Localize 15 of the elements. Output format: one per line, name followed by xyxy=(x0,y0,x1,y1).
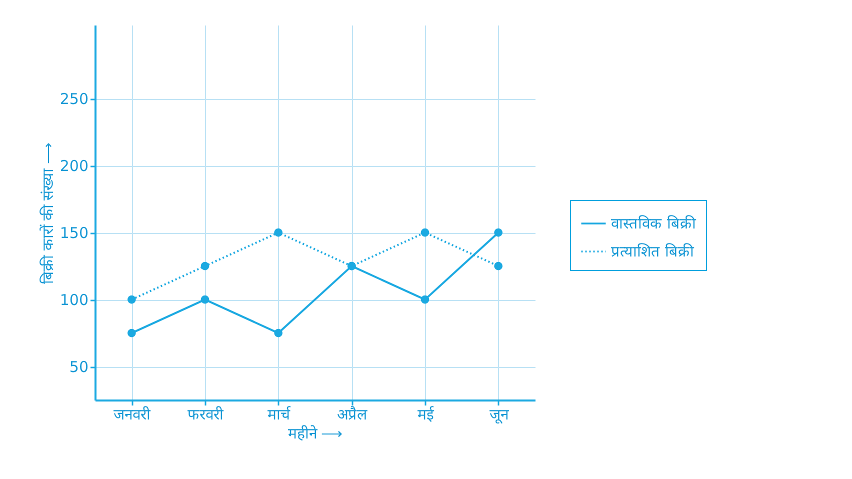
y-axis-title: बिक्री कारों की संख्या ⟶ xyxy=(38,142,57,284)
x-tick-label: मार्च xyxy=(267,406,292,424)
x-tick-label: अप्रैल xyxy=(337,406,368,424)
legend-label: वास्तविक बिक्री xyxy=(611,214,697,232)
legend-label: प्रत्याशित बिक्री xyxy=(611,242,695,260)
x-tick-label: मई xyxy=(418,406,434,424)
x-tick-label: जून xyxy=(489,406,510,424)
y-tick-label: 150 xyxy=(60,224,88,242)
y-tick-label: 200 xyxy=(60,157,88,176)
y-tick-label: 50 xyxy=(69,358,88,376)
x-axis-title: महीने ⟶ xyxy=(288,424,344,442)
x-tick-label: फरवरी xyxy=(188,406,224,424)
x-tick-label: जनवरी xyxy=(114,406,152,424)
y-tick-label: 100 xyxy=(60,291,88,310)
y-tick-label: 250 xyxy=(60,90,88,108)
